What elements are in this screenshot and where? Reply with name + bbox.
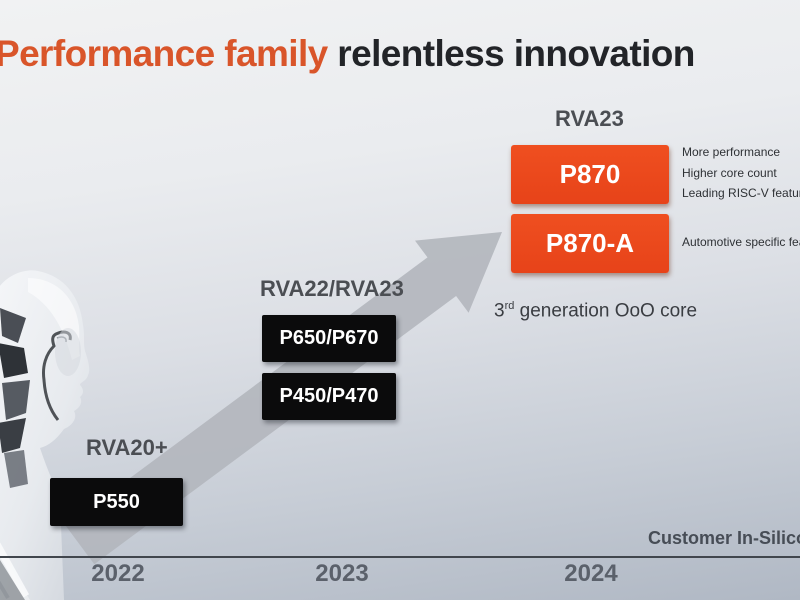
caption-base: 3 xyxy=(494,300,505,322)
caption-rest: generation OoO core xyxy=(514,300,698,322)
product-box-p870-a: P870-A xyxy=(511,214,669,273)
product-label-p450-p470: P450/P470 xyxy=(279,385,379,407)
product-box-p870: P870 xyxy=(511,145,669,204)
year-2024: 2024 xyxy=(564,560,618,587)
spec-label-rva23: RVA23 xyxy=(555,106,624,131)
product-label-p870: P870 xyxy=(559,159,621,189)
spec-label-rva20: RVA20+ xyxy=(86,435,168,460)
page-title: Performance family relentless innovation xyxy=(0,33,695,75)
title-rest: relentless innovation xyxy=(327,33,695,74)
p870-feature-notes: More performance Higher core count Leadi… xyxy=(682,142,800,204)
robot-head-image xyxy=(0,270,90,600)
note-line-4: Automotive specific features xyxy=(682,235,800,249)
product-box-p650-p670: P650/P670 xyxy=(262,315,396,362)
timeline-axis xyxy=(0,556,800,558)
axis-label-customer-in-silicon: Customer In-Silicon xyxy=(648,528,800,548)
title-highlight: Performance family xyxy=(0,33,328,74)
p870a-feature-notes: Automotive specific features xyxy=(682,232,800,253)
note-line-2: Higher core count xyxy=(682,165,777,180)
product-label-p550: P550 xyxy=(93,490,140,513)
note-line-3: Leading RISC-V features xyxy=(682,186,800,200)
product-box-p450-p470: P450/P470 xyxy=(262,373,396,420)
year-2023: 2023 xyxy=(315,560,369,587)
product-label-p650-p670: P650/P670 xyxy=(279,327,379,349)
product-label-p870-a: P870-A xyxy=(545,228,635,258)
note-line-1: More performance xyxy=(682,145,781,159)
year-2022: 2022 xyxy=(91,560,145,587)
caption-sup: rd xyxy=(504,300,515,312)
product-box-p550: P550 xyxy=(50,478,183,526)
spec-label-rva22: RVA22/RVA23 xyxy=(260,276,404,301)
generation-caption: 3rd generation OoO core xyxy=(494,300,697,322)
